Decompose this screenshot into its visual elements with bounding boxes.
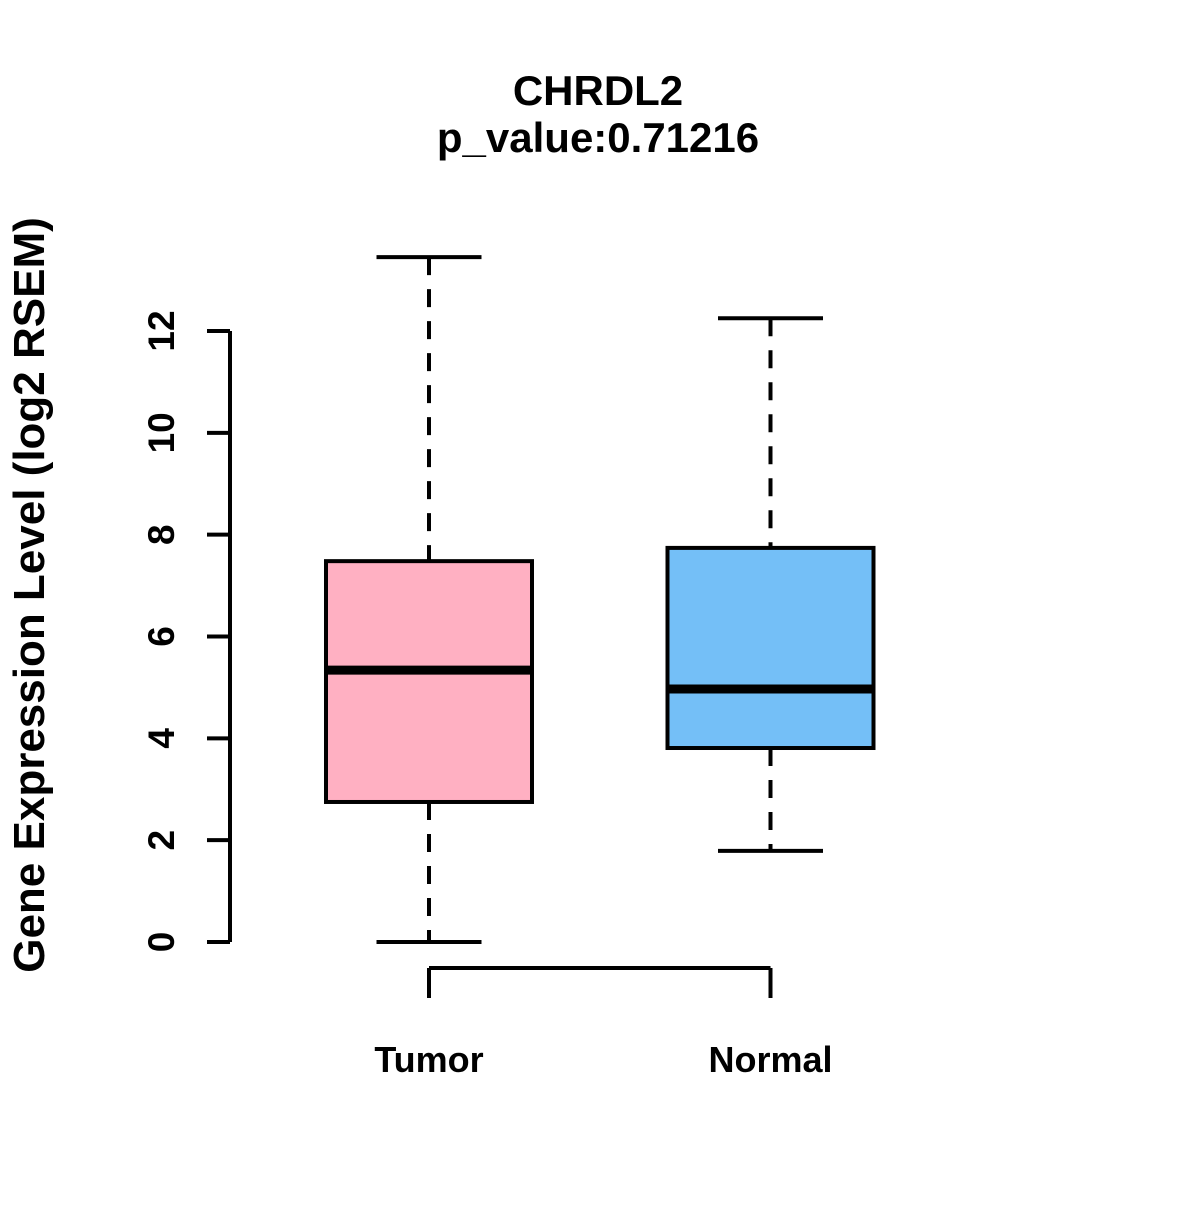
y-tick-label: 6 — [141, 626, 182, 647]
chart-subtitle-pvalue: p_value:0.71216 — [437, 114, 759, 161]
iqr-box-tumor — [324, 559, 534, 804]
category-label-normal: Normal — [708, 1039, 832, 1080]
box-series — [324, 255, 876, 944]
y-tick-label: 8 — [141, 524, 182, 545]
category-label-tumor: Tumor — [374, 1039, 483, 1080]
y-tick-label: 2 — [141, 830, 182, 851]
x-axis-bracket — [427, 966, 773, 998]
iqr-box-normal — [665, 545, 876, 751]
y-tick-label: 12 — [141, 310, 182, 351]
y-tick-label: 4 — [141, 728, 182, 749]
y-tick-label: 10 — [141, 412, 182, 453]
chart-title: CHRDL2 — [513, 67, 683, 114]
y-axis: 0 2 4 6 8 10 12 — [141, 310, 232, 953]
category-labels: Tumor Normal — [374, 1039, 832, 1080]
y-axis-label: Gene Expression Level (log2 RSEM) — [5, 217, 54, 973]
y-tick-label: 0 — [141, 932, 182, 953]
